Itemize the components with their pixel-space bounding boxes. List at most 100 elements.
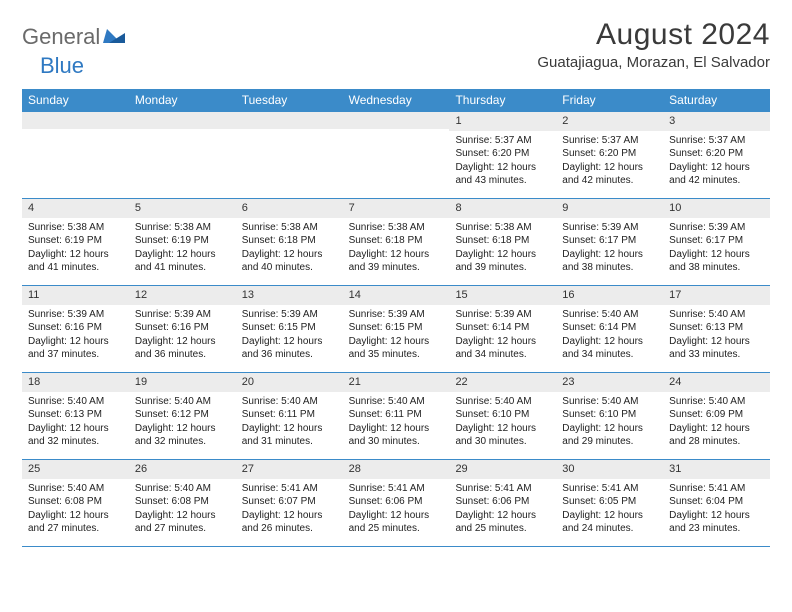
date-number: 10 <box>663 199 770 218</box>
day-cell: 21Sunrise: 5:40 AMSunset: 6:11 PMDayligh… <box>343 373 450 459</box>
day-cell: 28Sunrise: 5:41 AMSunset: 6:06 PMDayligh… <box>343 460 450 546</box>
daylight-line: Daylight: 12 hours and 36 minutes. <box>135 335 230 362</box>
daylight-line: Daylight: 12 hours and 34 minutes. <box>455 335 550 362</box>
calendar-grid: SundayMondayTuesdayWednesdayThursdayFrid… <box>22 89 770 547</box>
sunrise-line: Sunrise: 5:37 AM <box>669 134 764 148</box>
empty-date-bar <box>22 112 129 129</box>
sunset-line: Sunset: 6:10 PM <box>455 408 550 422</box>
day-body: Sunrise: 5:37 AMSunset: 6:20 PMDaylight:… <box>449 131 556 192</box>
sunset-line: Sunset: 6:05 PM <box>562 495 657 509</box>
daylight-line: Daylight: 12 hours and 32 minutes. <box>135 422 230 449</box>
sunset-line: Sunset: 6:17 PM <box>562 234 657 248</box>
sunrise-line: Sunrise: 5:40 AM <box>562 395 657 409</box>
date-number: 3 <box>663 112 770 131</box>
date-number: 26 <box>129 460 236 479</box>
date-number: 5 <box>129 199 236 218</box>
calendar-page: General August 2024 Guatajiagua, Morazan… <box>0 0 792 547</box>
daylight-line: Daylight: 12 hours and 29 minutes. <box>562 422 657 449</box>
sunrise-line: Sunrise: 5:39 AM <box>349 308 444 322</box>
day-cell: 4Sunrise: 5:38 AMSunset: 6:19 PMDaylight… <box>22 199 129 285</box>
sunset-line: Sunset: 6:20 PM <box>455 147 550 161</box>
day-cell: 26Sunrise: 5:40 AMSunset: 6:08 PMDayligh… <box>129 460 236 546</box>
sunrise-line: Sunrise: 5:40 AM <box>669 308 764 322</box>
sunset-line: Sunset: 6:04 PM <box>669 495 764 509</box>
date-number: 9 <box>556 199 663 218</box>
day-body: Sunrise: 5:38 AMSunset: 6:19 PMDaylight:… <box>22 218 129 279</box>
date-number: 1 <box>449 112 556 131</box>
day-body: Sunrise: 5:39 AMSunset: 6:15 PMDaylight:… <box>236 305 343 366</box>
sunrise-line: Sunrise: 5:40 AM <box>562 308 657 322</box>
day-body: Sunrise: 5:39 AMSunset: 6:16 PMDaylight:… <box>129 305 236 366</box>
day-cell: 8Sunrise: 5:38 AMSunset: 6:18 PMDaylight… <box>449 199 556 285</box>
daylight-line: Daylight: 12 hours and 32 minutes. <box>28 422 123 449</box>
day-header-wednesday: Wednesday <box>343 89 450 112</box>
sunset-line: Sunset: 6:14 PM <box>562 321 657 335</box>
date-number: 24 <box>663 373 770 392</box>
day-body: Sunrise: 5:39 AMSunset: 6:14 PMDaylight:… <box>449 305 556 366</box>
day-cell <box>22 112 129 198</box>
week-row: 11Sunrise: 5:39 AMSunset: 6:16 PMDayligh… <box>22 286 770 373</box>
daylight-line: Daylight: 12 hours and 43 minutes. <box>455 161 550 188</box>
daylight-line: Daylight: 12 hours and 30 minutes. <box>455 422 550 449</box>
day-body: Sunrise: 5:40 AMSunset: 6:08 PMDaylight:… <box>22 479 129 540</box>
sunrise-line: Sunrise: 5:40 AM <box>455 395 550 409</box>
daylight-line: Daylight: 12 hours and 38 minutes. <box>669 248 764 275</box>
daylight-line: Daylight: 12 hours and 37 minutes. <box>28 335 123 362</box>
day-header-tuesday: Tuesday <box>236 89 343 112</box>
date-number: 18 <box>22 373 129 392</box>
daylight-line: Daylight: 12 hours and 36 minutes. <box>242 335 337 362</box>
sunrise-line: Sunrise: 5:40 AM <box>669 395 764 409</box>
day-body: Sunrise: 5:41 AMSunset: 6:07 PMDaylight:… <box>236 479 343 540</box>
logo-text-blue: Blue <box>22 53 84 78</box>
date-number: 2 <box>556 112 663 131</box>
day-cell: 30Sunrise: 5:41 AMSunset: 6:05 PMDayligh… <box>556 460 663 546</box>
daylight-line: Daylight: 12 hours and 24 minutes. <box>562 509 657 536</box>
day-header-sunday: Sunday <box>22 89 129 112</box>
day-body: Sunrise: 5:40 AMSunset: 6:08 PMDaylight:… <box>129 479 236 540</box>
week-row: 18Sunrise: 5:40 AMSunset: 6:13 PMDayligh… <box>22 373 770 460</box>
location-text: Guatajiagua, Morazan, El Salvador <box>537 54 770 71</box>
empty-date-bar <box>343 112 450 129</box>
sunset-line: Sunset: 6:12 PM <box>135 408 230 422</box>
day-body: Sunrise: 5:38 AMSunset: 6:19 PMDaylight:… <box>129 218 236 279</box>
sunset-line: Sunset: 6:06 PM <box>455 495 550 509</box>
daylight-line: Daylight: 12 hours and 33 minutes. <box>669 335 764 362</box>
day-cell: 16Sunrise: 5:40 AMSunset: 6:14 PMDayligh… <box>556 286 663 372</box>
sunset-line: Sunset: 6:13 PM <box>669 321 764 335</box>
sunset-line: Sunset: 6:19 PM <box>135 234 230 248</box>
sunset-line: Sunset: 6:06 PM <box>349 495 444 509</box>
empty-date-bar <box>236 112 343 129</box>
sunrise-line: Sunrise: 5:38 AM <box>28 221 123 235</box>
day-cell: 17Sunrise: 5:40 AMSunset: 6:13 PMDayligh… <box>663 286 770 372</box>
empty-date-bar <box>129 112 236 129</box>
date-number: 14 <box>343 286 450 305</box>
sunset-line: Sunset: 6:10 PM <box>562 408 657 422</box>
day-body: Sunrise: 5:41 AMSunset: 6:06 PMDaylight:… <box>449 479 556 540</box>
day-cell <box>129 112 236 198</box>
day-body: Sunrise: 5:40 AMSunset: 6:11 PMDaylight:… <box>236 392 343 453</box>
sunrise-line: Sunrise: 5:38 AM <box>455 221 550 235</box>
sunrise-line: Sunrise: 5:40 AM <box>349 395 444 409</box>
sunset-line: Sunset: 6:08 PM <box>135 495 230 509</box>
date-number: 27 <box>236 460 343 479</box>
sunset-line: Sunset: 6:07 PM <box>242 495 337 509</box>
sunrise-line: Sunrise: 5:39 AM <box>135 308 230 322</box>
daylight-line: Daylight: 12 hours and 26 minutes. <box>242 509 337 536</box>
sunrise-line: Sunrise: 5:41 AM <box>242 482 337 496</box>
month-title: August 2024 <box>537 18 770 52</box>
daylight-line: Daylight: 12 hours and 35 minutes. <box>349 335 444 362</box>
day-body: Sunrise: 5:38 AMSunset: 6:18 PMDaylight:… <box>449 218 556 279</box>
date-number: 7 <box>343 199 450 218</box>
logo-triangle-icon <box>103 27 125 47</box>
day-body: Sunrise: 5:37 AMSunset: 6:20 PMDaylight:… <box>556 131 663 192</box>
date-number: 15 <box>449 286 556 305</box>
day-body: Sunrise: 5:37 AMSunset: 6:20 PMDaylight:… <box>663 131 770 192</box>
day-body: Sunrise: 5:38 AMSunset: 6:18 PMDaylight:… <box>343 218 450 279</box>
day-cell <box>236 112 343 198</box>
day-body: Sunrise: 5:39 AMSunset: 6:17 PMDaylight:… <box>556 218 663 279</box>
day-body: Sunrise: 5:38 AMSunset: 6:18 PMDaylight:… <box>236 218 343 279</box>
day-body: Sunrise: 5:40 AMSunset: 6:10 PMDaylight:… <box>556 392 663 453</box>
day-cell: 7Sunrise: 5:38 AMSunset: 6:18 PMDaylight… <box>343 199 450 285</box>
date-number: 6 <box>236 199 343 218</box>
day-cell: 12Sunrise: 5:39 AMSunset: 6:16 PMDayligh… <box>129 286 236 372</box>
